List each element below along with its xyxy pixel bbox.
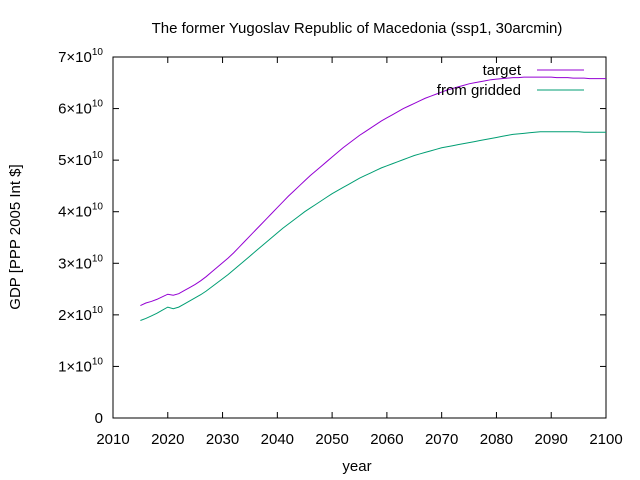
- x-axis-label: year: [342, 458, 371, 475]
- y-tick-label: 7×1010: [58, 47, 103, 66]
- y-axis-label: GDP [PPP 2005 Int $]: [7, 164, 24, 309]
- y-tick-exponent: 10: [92, 150, 104, 161]
- y-tick-exponent: 10: [92, 253, 104, 264]
- series-layer: [140, 76, 606, 321]
- y-tick-label: 6×1010: [58, 99, 103, 118]
- x-tick-label: 2050: [315, 431, 348, 448]
- plot-frame: [112, 56, 607, 419]
- x-tick-label: 2080: [480, 431, 513, 448]
- y-tick-exponent: 10: [92, 356, 104, 367]
- y-tick-exponent: 10: [92, 202, 104, 213]
- y-tick-label: 0: [95, 410, 103, 427]
- series-line-from-gridded: [140, 131, 606, 321]
- y-tick-label: 5×1010: [58, 150, 103, 169]
- x-tick-label: 2070: [425, 431, 458, 448]
- y-tick-mantissa: 7×10: [58, 49, 92, 66]
- x-axis: 2010 2020 2030 2040 2050 2060 2070 2080 2090 2100: [96, 57, 623, 448]
- y-tick-exponent: 10: [92, 99, 104, 110]
- x-tick-label: 2020: [151, 431, 184, 448]
- y-tick-mantissa: 3×10: [58, 255, 92, 272]
- y-axis: 01×10102×10103×10104×10105×10106×10107×1…: [58, 47, 606, 427]
- x-tick-label: 2030: [206, 431, 239, 448]
- legend-label: from gridded: [437, 82, 521, 99]
- x-tick-label: 2040: [261, 431, 294, 448]
- y-tick-label: 1×1010: [58, 356, 103, 375]
- y-tick-mantissa: 0: [95, 410, 103, 427]
- y-tick-mantissa: 4×10: [58, 204, 92, 221]
- y-tick-mantissa: 1×10: [58, 358, 92, 375]
- y-tick-exponent: 10: [92, 47, 104, 58]
- y-tick-mantissa: 5×10: [58, 152, 92, 169]
- chart-title: The former Yugoslav Republic of Macedoni…: [152, 20, 563, 37]
- x-tick-label: 2100: [589, 431, 622, 448]
- y-tick-mantissa: 6×10: [58, 101, 92, 118]
- x-tick-label: 2060: [370, 431, 403, 448]
- legend-label: target: [483, 62, 522, 79]
- y-tick-label: 4×1010: [58, 202, 103, 221]
- series-line-target: [140, 76, 606, 307]
- x-tick-label: 2090: [535, 431, 568, 448]
- x-tick-label: 2010: [96, 431, 129, 448]
- y-tick-mantissa: 2×10: [58, 307, 92, 324]
- y-tick-exponent: 10: [92, 305, 104, 316]
- legend: target from gridded: [437, 62, 584, 99]
- y-tick-label: 3×1010: [58, 253, 103, 272]
- y-tick-label: 2×1010: [58, 305, 103, 324]
